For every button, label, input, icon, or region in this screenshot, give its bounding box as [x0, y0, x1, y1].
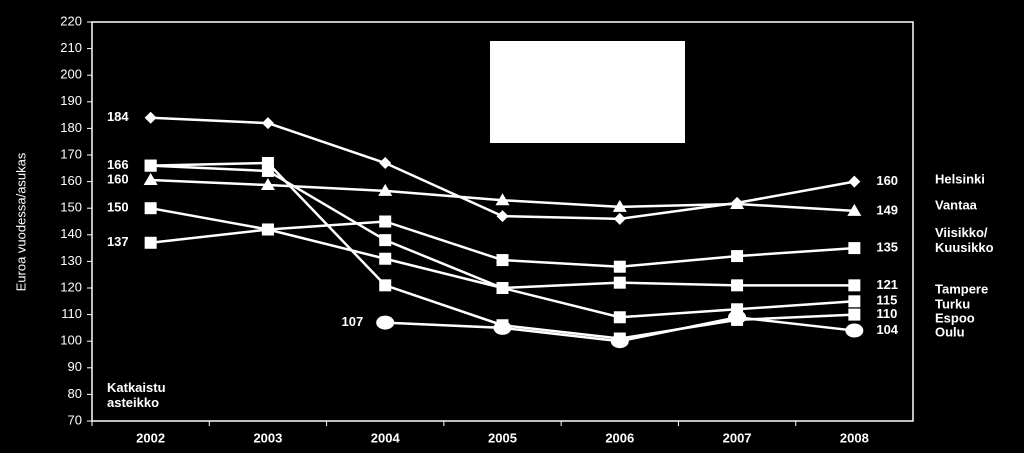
marker	[728, 310, 747, 325]
y-tick-label: 150	[60, 200, 82, 215]
marker	[848, 308, 861, 321]
legend-label: Espoo	[935, 310, 975, 325]
marker	[610, 334, 629, 349]
marker	[379, 279, 392, 292]
data-label: 184	[107, 109, 129, 124]
marker	[496, 282, 509, 294]
legend-label: Turku	[935, 296, 970, 311]
data-label: 150	[107, 200, 129, 215]
marker	[731, 279, 744, 292]
data-label: 104	[876, 322, 898, 337]
marker	[496, 210, 509, 223]
x-tick-label: 2005	[488, 430, 517, 445]
marker	[379, 252, 392, 265]
legend-label: Oulu	[935, 324, 965, 339]
y-tick-label: 170	[60, 146, 82, 161]
y-tick-label: 180	[60, 120, 82, 135]
y-tick-label: 140	[60, 226, 82, 241]
marker	[848, 175, 861, 188]
y-tick-label: 130	[60, 253, 82, 268]
legend-label: Tampere	[935, 281, 988, 296]
y-tick-label: 120	[60, 279, 82, 294]
y-tick-label: 80	[68, 386, 82, 401]
data-label: 166	[107, 157, 129, 172]
marker	[613, 276, 626, 289]
y-tick-label: 220	[60, 13, 82, 28]
y-tick-label: 190	[60, 93, 82, 108]
marker	[261, 117, 274, 130]
y-tick-label: 210	[60, 40, 82, 55]
plot-frame	[91, 21, 914, 422]
marker	[613, 212, 626, 225]
data-label: 149	[876, 202, 898, 217]
marker	[143, 173, 158, 186]
x-tick-label: 2006	[605, 430, 634, 445]
data-label: 121	[876, 277, 898, 292]
y-tick-label: 70	[68, 412, 82, 427]
x-tick-label: 2007	[723, 430, 752, 445]
marker	[848, 295, 861, 308]
y-tick-label: 160	[60, 173, 82, 188]
marker	[847, 203, 862, 216]
marker	[731, 250, 744, 263]
y-tick-label: 90	[68, 359, 82, 374]
data-label: 107	[342, 314, 364, 329]
marker	[730, 196, 745, 209]
series-line	[150, 164, 855, 319]
y-axis-label: Euroa vuodessa/asukas	[13, 152, 28, 291]
data-label: 115	[876, 293, 897, 308]
marker	[261, 156, 274, 169]
marker	[144, 111, 157, 124]
y-tick-label: 100	[60, 333, 82, 348]
white-box	[490, 41, 685, 143]
marker	[848, 242, 861, 255]
data-label: 160	[876, 173, 898, 188]
marker	[612, 199, 627, 212]
y-tick-label: 200	[60, 67, 82, 82]
marker	[144, 202, 157, 215]
marker	[493, 320, 512, 335]
marker	[144, 236, 157, 249]
x-tick-label: 2004	[371, 430, 401, 445]
marker	[379, 215, 392, 228]
marker	[378, 183, 393, 196]
marker	[260, 178, 275, 191]
legend-label: Viisikko/Kuusikko	[935, 225, 994, 255]
data-label: 137	[107, 234, 129, 249]
legend-label: Helsinki	[935, 171, 985, 186]
marker	[376, 315, 395, 330]
marker	[144, 159, 157, 172]
x-tick-label: 2003	[253, 430, 282, 445]
marker	[613, 260, 626, 273]
marker	[261, 223, 274, 236]
data-label: 110	[876, 306, 897, 321]
marker	[848, 279, 861, 292]
marker	[379, 156, 392, 169]
x-tick-label: 2008	[840, 430, 869, 445]
y-tick-label: 110	[61, 306, 82, 321]
annotation: Katkaistu asteikko	[107, 380, 169, 410]
marker	[495, 193, 510, 206]
series-line	[150, 161, 855, 340]
legend-label: Vantaa	[935, 197, 978, 212]
data-label: 135	[876, 240, 898, 255]
marker	[496, 254, 509, 267]
x-tick-label: 2002	[136, 430, 165, 445]
marker	[845, 323, 864, 338]
data-label: 160	[107, 171, 129, 186]
marker	[613, 311, 626, 324]
marker	[379, 234, 392, 247]
